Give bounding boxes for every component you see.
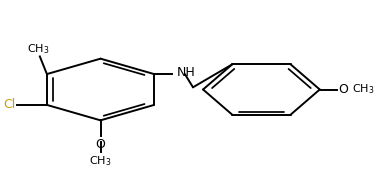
Text: O: O [338,83,348,96]
Text: CH$_3$: CH$_3$ [27,42,49,55]
Text: CH$_3$: CH$_3$ [352,83,374,96]
Text: O: O [95,138,106,151]
Text: CH$_3$: CH$_3$ [89,154,112,168]
Text: Cl: Cl [3,98,15,111]
Text: NH: NH [177,66,196,79]
